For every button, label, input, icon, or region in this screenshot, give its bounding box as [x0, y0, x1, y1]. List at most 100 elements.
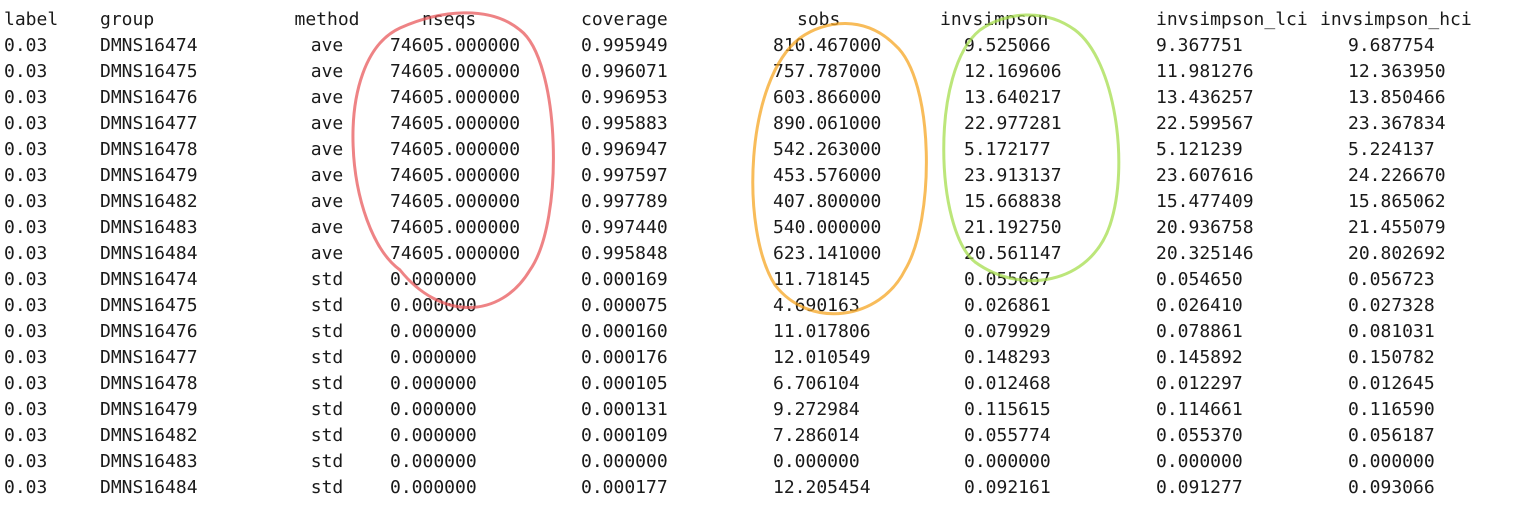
- header-invsimpson: invsimpson: [940, 9, 1049, 30]
- cell-coverage: 0.000160: [581, 321, 668, 342]
- cell-invsimpson-hci: 24.226670: [1348, 165, 1446, 186]
- cell-invsimpson-lci: 0.114661: [1156, 399, 1243, 420]
- cell-label: 0.03: [4, 61, 48, 82]
- cell-invsimpson: 20.561147: [964, 243, 1062, 264]
- cell-group: DMNS16483: [100, 217, 198, 238]
- cell-invsimpson-hci: 0.093066: [1348, 477, 1435, 498]
- header-method: method: [294, 9, 360, 30]
- cell-invsimpson-hci: 0.056187: [1348, 425, 1435, 446]
- cell-method: std: [310, 425, 344, 446]
- cell-method: std: [310, 477, 344, 498]
- cell-nseqs: 0.000000: [390, 425, 477, 446]
- cell-group: DMNS16479: [100, 165, 198, 186]
- cell-method: ave: [310, 61, 344, 82]
- cell-coverage: 0.000131: [581, 399, 668, 420]
- cell-invsimpson-hci: 15.865062: [1348, 191, 1446, 212]
- cell-sobs: 9.272984: [773, 399, 860, 420]
- cell-label: 0.03: [4, 321, 48, 342]
- cell-invsimpson: 0.079929: [964, 321, 1051, 342]
- header-invsimpson-hci: invsimpson_hci: [1320, 9, 1472, 30]
- cell-invsimpson-hci: 0.056723: [1348, 269, 1435, 290]
- cell-sobs: 540.000000: [773, 217, 882, 238]
- cell-coverage: 0.000000: [581, 451, 668, 472]
- cell-sobs: 11.017806: [773, 321, 871, 342]
- cell-group: DMNS16474: [100, 269, 198, 290]
- cell-coverage: 0.995949: [581, 35, 668, 56]
- cell-sobs: 603.866000: [773, 87, 882, 108]
- cell-invsimpson-lci: 0.026410: [1156, 295, 1243, 316]
- cell-invsimpson: 5.172177: [964, 139, 1051, 160]
- cell-coverage: 0.000176: [581, 347, 668, 368]
- cell-sobs: 12.205454: [773, 477, 871, 498]
- cell-sobs: 623.141000: [773, 243, 882, 264]
- cell-invsimpson: 12.169606: [964, 61, 1062, 82]
- cell-invsimpson: 0.055774: [964, 425, 1051, 446]
- cell-label: 0.03: [4, 113, 48, 134]
- cell-group: DMNS16475: [100, 61, 198, 82]
- cell-group: DMNS16484: [100, 243, 198, 264]
- cell-invsimpson-hci: 20.802692: [1348, 243, 1446, 264]
- cell-invsimpson: 13.640217: [964, 87, 1062, 108]
- cell-invsimpson-hci: 12.363950: [1348, 61, 1446, 82]
- cell-method: std: [310, 321, 344, 342]
- cell-coverage: 0.000109: [581, 425, 668, 446]
- cell-group: DMNS16482: [100, 425, 198, 446]
- cell-method: std: [310, 399, 344, 420]
- header-label: label: [4, 9, 59, 30]
- cell-group: DMNS16483: [100, 451, 198, 472]
- cell-invsimpson: 9.525066: [964, 35, 1051, 56]
- cell-sobs: 453.576000: [773, 165, 882, 186]
- cell-nseqs: 74605.000000: [390, 35, 521, 56]
- cell-nseqs: 0.000000: [390, 477, 477, 498]
- cell-nseqs: 0.000000: [390, 269, 477, 290]
- cell-label: 0.03: [4, 373, 48, 394]
- cell-nseqs: 74605.000000: [390, 191, 521, 212]
- cell-invsimpson-lci: 0.054650: [1156, 269, 1243, 290]
- cell-nseqs: 74605.000000: [390, 139, 521, 160]
- cell-sobs: 757.787000: [773, 61, 882, 82]
- cell-invsimpson-lci: 0.091277: [1156, 477, 1243, 498]
- cell-nseqs: 0.000000: [390, 399, 477, 420]
- cell-coverage: 0.995883: [581, 113, 668, 134]
- cell-nseqs: 0.000000: [390, 347, 477, 368]
- cell-coverage: 0.000105: [581, 373, 668, 394]
- cell-sobs: 12.010549: [773, 347, 871, 368]
- cell-group: DMNS16482: [100, 191, 198, 212]
- cell-method: std: [310, 269, 344, 290]
- cell-sobs: 542.263000: [773, 139, 882, 160]
- cell-coverage: 0.996953: [581, 87, 668, 108]
- cell-group: DMNS16478: [100, 139, 198, 160]
- cell-method: std: [310, 373, 344, 394]
- cell-coverage: 0.000075: [581, 295, 668, 316]
- cell-coverage: 0.996071: [581, 61, 668, 82]
- cell-invsimpson-hci: 9.687754: [1348, 35, 1435, 56]
- cell-method: ave: [310, 165, 344, 186]
- cell-invsimpson-hci: 0.116590: [1348, 399, 1435, 420]
- cell-invsimpson: 0.026861: [964, 295, 1051, 316]
- cell-invsimpson-hci: 0.150782: [1348, 347, 1435, 368]
- cell-nseqs: 0.000000: [390, 373, 477, 394]
- cell-invsimpson-lci: 0.078861: [1156, 321, 1243, 342]
- cell-group: DMNS16484: [100, 477, 198, 498]
- cell-invsimpson-lci: 0.000000: [1156, 451, 1243, 472]
- cell-invsimpson-hci: 0.081031: [1348, 321, 1435, 342]
- cell-method: ave: [310, 139, 344, 160]
- cell-method: ave: [310, 243, 344, 264]
- cell-group: DMNS16477: [100, 113, 198, 134]
- cell-label: 0.03: [4, 191, 48, 212]
- cell-invsimpson: 22.977281: [964, 113, 1062, 134]
- cell-invsimpson: 21.192750: [964, 217, 1062, 238]
- cell-method: ave: [310, 217, 344, 238]
- cell-coverage: 0.996947: [581, 139, 668, 160]
- cell-invsimpson-lci: 0.145892: [1156, 347, 1243, 368]
- cell-invsimpson-hci: 0.012645: [1348, 373, 1435, 394]
- cell-label: 0.03: [4, 477, 48, 498]
- cell-invsimpson: 23.913137: [964, 165, 1062, 186]
- cell-invsimpson-lci: 15.477409: [1156, 191, 1254, 212]
- cell-sobs: 4.690163: [773, 295, 860, 316]
- cell-nseqs: 74605.000000: [390, 87, 521, 108]
- cell-method: ave: [310, 191, 344, 212]
- cell-group: DMNS16476: [100, 87, 198, 108]
- cell-invsimpson-hci: 0.027328: [1348, 295, 1435, 316]
